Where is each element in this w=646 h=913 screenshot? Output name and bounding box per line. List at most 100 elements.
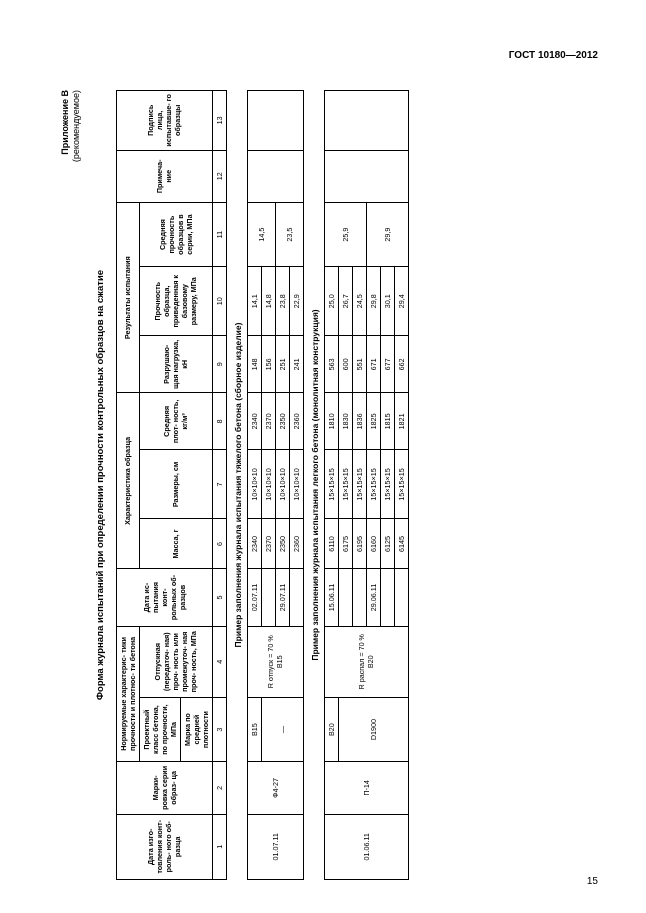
col-header: Средняя прочность образцов в серии, МПа	[139, 202, 212, 266]
cell: 2350	[275, 519, 289, 569]
col-num: 11	[212, 202, 226, 266]
cell: 23,8	[275, 267, 289, 336]
cell: 15×15×15	[338, 450, 352, 519]
col-num: 3	[212, 697, 226, 761]
annex-status: (рекомендуемое)	[71, 90, 81, 162]
cell: 10×10×10	[247, 450, 261, 519]
cell: 662	[394, 336, 408, 393]
cell	[338, 569, 352, 626]
col-num: 1	[212, 814, 226, 879]
cell-avg: 14,5	[247, 202, 275, 266]
section2-title: Пример заполнения журнала испытания легк…	[310, 90, 320, 880]
col-num: 9	[212, 336, 226, 393]
cell	[394, 569, 408, 626]
col-header: Примеча- ние	[116, 150, 212, 202]
cell-class: В20	[324, 697, 338, 761]
cell-class: В15	[247, 697, 261, 761]
cell: 1810	[324, 393, 338, 450]
cell: 6195	[352, 519, 366, 569]
cell: 29.07.11	[275, 569, 289, 626]
page-number: 15	[587, 876, 598, 887]
cell-note	[247, 150, 303, 202]
cell-density-mark: D1900	[338, 697, 408, 761]
cell: 148	[247, 336, 261, 393]
col-header: Прочность образца, приведенная к базовом…	[139, 267, 212, 336]
cell: 156	[261, 336, 275, 393]
col-header: Средняя плот- ность, кг/м³	[139, 393, 212, 450]
annex-header: Приложение В (рекомендуемое)	[60, 90, 83, 880]
col-header: Размеры, см	[139, 450, 212, 519]
col-num: 8	[212, 393, 226, 450]
col-num: 6	[212, 519, 226, 569]
cell: 1821	[394, 393, 408, 450]
cell: 22,9	[289, 267, 303, 336]
col-header: Отпускная (передаточ- ная) проч- ность и…	[139, 626, 212, 697]
cell: 15×15×15	[380, 450, 394, 519]
cell-rel-strength: R отпуск = 70 % В15	[247, 626, 303, 697]
cell: 1830	[338, 393, 352, 450]
cell: 02.07.11	[247, 569, 261, 626]
col-num: 5	[212, 569, 226, 626]
cell: 2360	[289, 393, 303, 450]
cell-density-mark: —	[261, 697, 303, 761]
rotated-content: Приложение В (рекомендуемое) Форма журна…	[60, 90, 570, 880]
cell-mark: П-14	[324, 762, 408, 814]
cell: 241	[289, 336, 303, 393]
document-id: ГОСТ 10180—2012	[60, 50, 598, 61]
col-header: Масса, г	[139, 519, 212, 569]
col-header: Проектный класс бетона, по прочности, МП…	[139, 697, 180, 761]
cell: 10×10×10	[261, 450, 275, 519]
cell: 6160	[366, 519, 380, 569]
cell-avg: 29,9	[366, 202, 408, 266]
column-number-row: 1 2 3 4 5 6 7 8 9 10 11 12 13	[212, 91, 226, 880]
cell: 1836	[352, 393, 366, 450]
cell	[261, 569, 275, 626]
cell: 551	[352, 336, 366, 393]
cell: 563	[324, 336, 338, 393]
section1-table: 01.07.11 Ф4-27 В15 R отпуск = 70 % В15 0…	[247, 90, 304, 880]
cell: 15×15×15	[366, 450, 380, 519]
cell: 15×15×15	[352, 450, 366, 519]
cell: 1825	[366, 393, 380, 450]
col-num: 10	[212, 267, 226, 336]
cell-mark: Ф4-27	[247, 762, 303, 814]
section1-title: Пример заполнения журнала испытания тяже…	[233, 90, 243, 880]
col-header: Дата ис- пытания конт- рольных об- разцо…	[116, 569, 212, 626]
section2-table: 01.06.11 П-14 В20 R распал = 70 % В20 15…	[324, 90, 409, 880]
cell	[289, 569, 303, 626]
col-header: Дата изго- товления конт- роль- ного об-…	[116, 814, 212, 879]
cell	[380, 569, 394, 626]
col-num: 12	[212, 150, 226, 202]
cell: 30,1	[380, 267, 394, 336]
col-header: Подпись лица, испытавше- го образцы	[116, 91, 212, 151]
cell: 29.06.11	[366, 569, 380, 626]
col-num: 7	[212, 450, 226, 519]
col-header: Марки- ровка серии образ- ца	[116, 762, 212, 814]
col-group-header: Результаты испытания	[116, 202, 139, 392]
cell: 6110	[324, 519, 338, 569]
cell: 29,8	[366, 267, 380, 336]
cell: 2360	[289, 519, 303, 569]
cell-sign	[247, 91, 303, 151]
header-table: Дата изго- товления конт- роль- ного об-…	[116, 90, 227, 880]
cell-rel-strength: R распал = 70 % В20	[324, 626, 408, 697]
annex-label: Приложение В	[60, 90, 70, 155]
col-num: 13	[212, 91, 226, 151]
cell: 15×15×15	[324, 450, 338, 519]
cell: 600	[338, 336, 352, 393]
cell: 14,1	[247, 267, 261, 336]
col-group-header: Характеристика образца	[116, 393, 139, 569]
cell: 2340	[247, 519, 261, 569]
col-num: 2	[212, 762, 226, 814]
col-header: Разрушаю- щая нагрузка, кН	[139, 336, 212, 393]
cell-avg: 25,9	[324, 202, 366, 266]
cell: 14,8	[261, 267, 275, 336]
col-group-header: Нормируемые характерис- тики прочности и…	[116, 626, 139, 762]
cell: 1815	[380, 393, 394, 450]
cell: 6175	[338, 519, 352, 569]
cell: 10×10×10	[289, 450, 303, 519]
cell: 677	[380, 336, 394, 393]
cell: 251	[275, 336, 289, 393]
cell: 2340	[247, 393, 261, 450]
cell: 671	[366, 336, 380, 393]
